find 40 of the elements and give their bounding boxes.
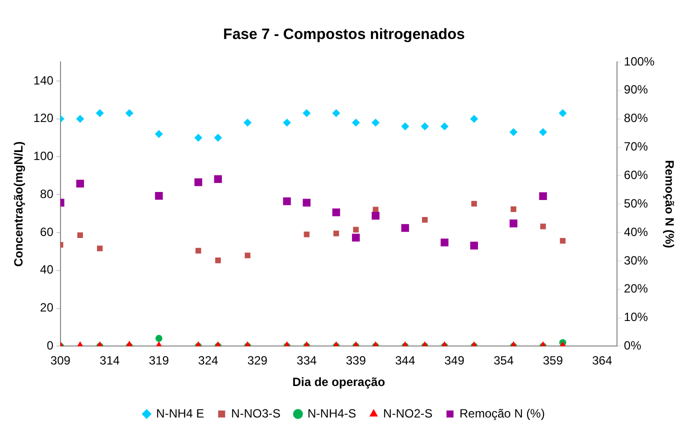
y2-tick-label: 60% (624, 168, 648, 182)
x-tick-label: 364 (592, 354, 612, 368)
x-axis-title: Dia de operação (292, 375, 386, 390)
x-tick-label: 334 (296, 354, 317, 368)
x-tick-label: 349 (444, 354, 465, 368)
legend-label: N-NH4 E (156, 406, 204, 420)
y2-tick-label: 10% (624, 310, 648, 324)
y2-axis-title: Remoção N (%) (662, 160, 676, 248)
y2-tick-label: 90% (624, 82, 648, 97)
legend-label: Remoção N (%) (459, 406, 545, 420)
legend-label: N-NO3-S (231, 406, 280, 420)
x-tick-label: 354 (494, 354, 514, 368)
y-tick-label: 140 (33, 73, 54, 88)
y2-tick-label: 50% (624, 196, 648, 210)
legend-label: N-NH4-S (307, 406, 356, 420)
y-tick-label: 120 (33, 111, 54, 126)
x-tick-label: 359 (542, 354, 564, 368)
y2-tick-label: 100% (624, 54, 655, 68)
y-tick-label: 20 (40, 300, 54, 315)
x-tick-label: 329 (247, 354, 268, 368)
legend-label: N-NO2-S (383, 406, 433, 420)
y-tick-label: 40 (40, 262, 54, 277)
chart-title: Fase 7 - Compostos nitrogenados (223, 26, 465, 44)
x-tick-label: 339 (346, 354, 366, 368)
x-tick-label: 309 (50, 354, 71, 368)
x-tick-label: 324 (198, 354, 218, 368)
x-tick-label: 344 (395, 354, 416, 368)
x-tick-label: 314 (100, 354, 120, 368)
y-tick-label: 60 (40, 224, 54, 239)
y-tick-label: 0 (46, 338, 54, 353)
y2-tick-label: 30% (624, 253, 648, 268)
y-axis-title: Concentração(mgN/L) (12, 141, 26, 267)
y-tick-label: 80 (40, 186, 54, 201)
y2-tick-label: 80% (624, 111, 648, 126)
y2-tick-label: 40% (624, 224, 648, 239)
y2-tick-label: 20% (624, 282, 648, 296)
y-tick-label: 100 (33, 149, 54, 164)
x-tick-label: 319 (148, 354, 170, 368)
y2-tick-label: 70% (624, 140, 648, 154)
y2-tick-label: 0% (624, 338, 642, 353)
